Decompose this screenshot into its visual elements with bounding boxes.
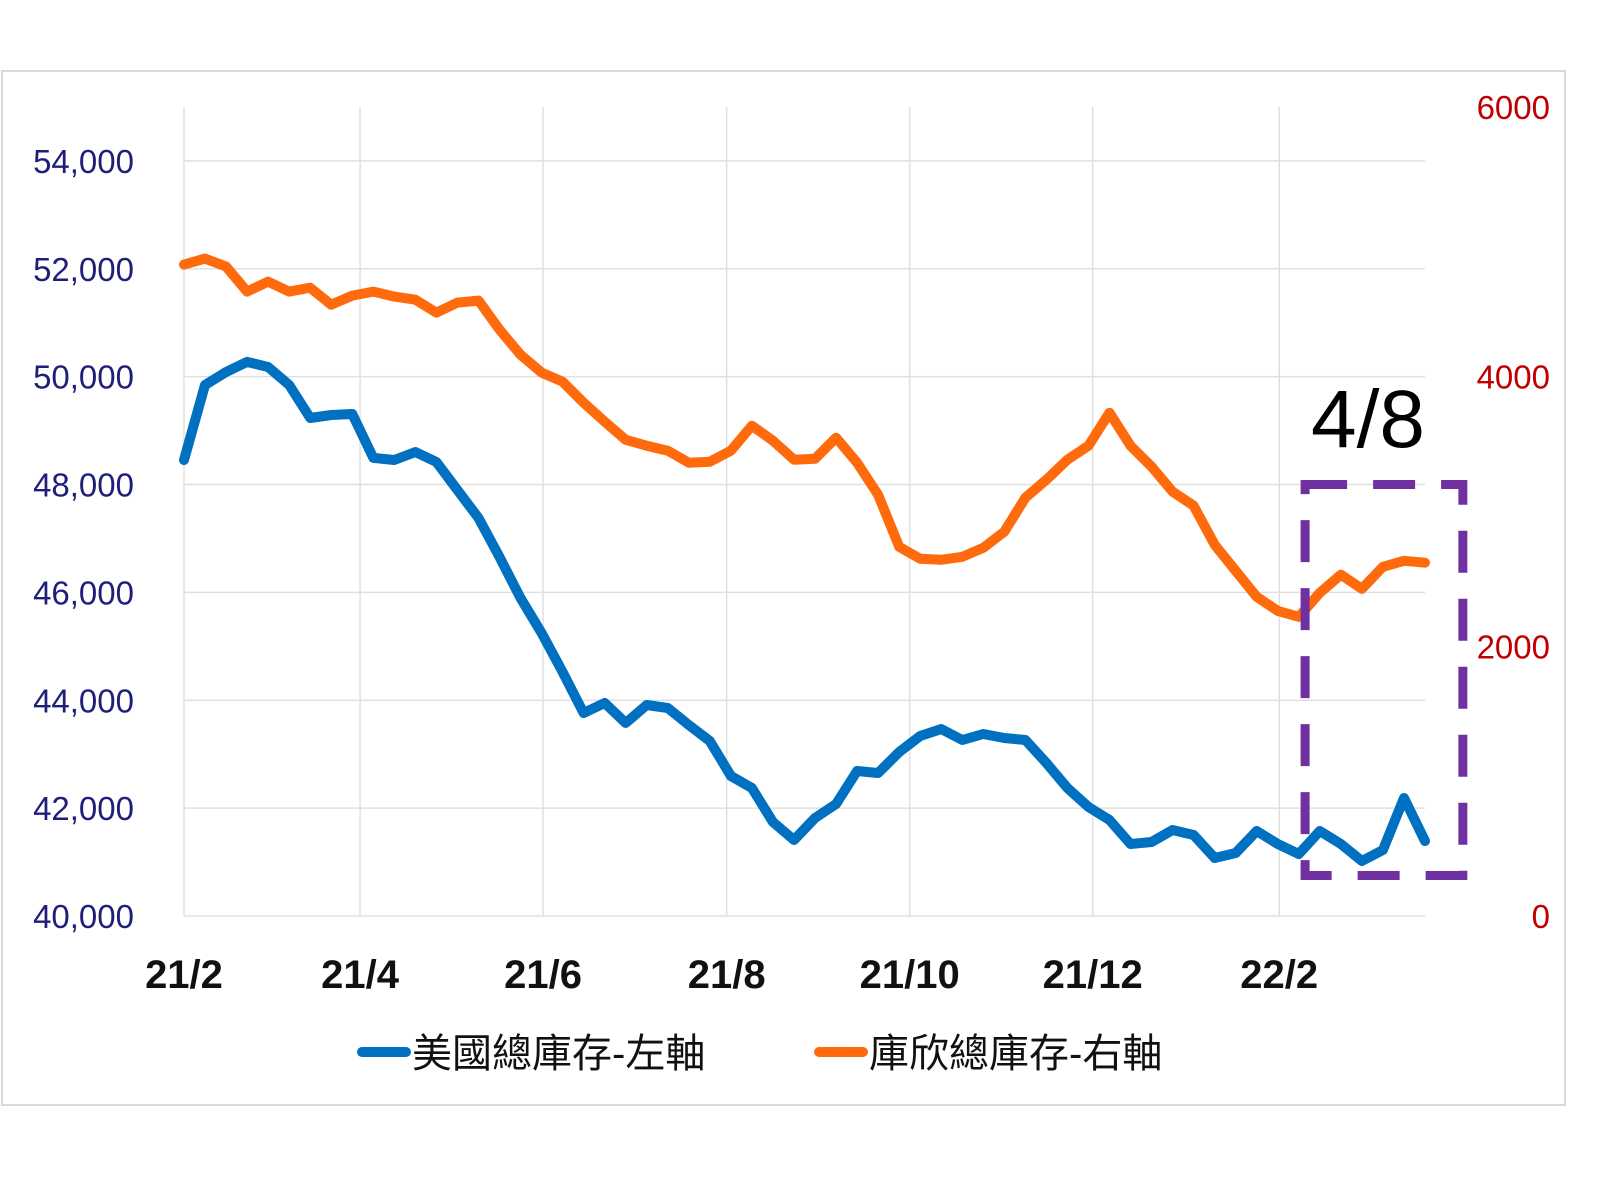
x-tick-label: 21/4: [321, 953, 400, 997]
gridlines: [183, 107, 1425, 917]
right-tick-label: 2000: [1477, 628, 1550, 665]
left-axis-ticks: 40,000 42,000 44,000 46,000 48,000 50,000 52,0…: [33, 143, 134, 935]
annotation-dashed-box: [1300, 480, 1468, 881]
legend: 美國總庫存-左軸 庫欣總庫存-右軸: [357, 1032, 1162, 1076]
chart-frame: [1, 70, 1566, 1106]
left-tick-label: 40,000: [33, 898, 134, 935]
cushing-inventory-line: [179, 253, 1430, 622]
left-tick-label: 50,000: [33, 359, 134, 396]
x-tick-label: 21/10: [860, 953, 960, 997]
left-tick-label: 44,000: [33, 682, 134, 719]
left-tick-label: 48,000: [33, 467, 134, 504]
series-lines: [179, 253, 1430, 866]
left-tick-label: 52,000: [33, 251, 134, 288]
us-inventory-line: [179, 356, 1430, 866]
x-axis-ticks: 21/2 21/4 21/6 21/8 21/10 21/12 22/2: [145, 953, 1318, 997]
left-tick-label: 42,000: [33, 790, 134, 827]
right-tick-label: 4000: [1477, 359, 1550, 396]
x-tick-label: 21/12: [1043, 953, 1143, 997]
right-tick-label: 6000: [1477, 89, 1550, 126]
legend-label-us: 美國總庫存-左軸: [412, 1032, 705, 1076]
left-tick-label: 54,000: [33, 143, 134, 180]
right-axis-ticks: 0 2000 4000 6000: [1477, 89, 1550, 935]
x-tick-label: 22/2: [1240, 953, 1318, 997]
x-tick-label: 21/8: [688, 953, 766, 997]
annotation-label: 4/8: [1311, 374, 1425, 465]
legend-label-cushing: 庫欣總庫存-右軸: [869, 1032, 1162, 1076]
annotation: 4/8: [1300, 374, 1468, 881]
x-tick-label: 21/2: [145, 953, 223, 997]
right-tick-label: 0: [1532, 898, 1550, 935]
left-tick-label: 46,000: [33, 574, 134, 611]
x-tick-label: 21/6: [504, 953, 582, 997]
